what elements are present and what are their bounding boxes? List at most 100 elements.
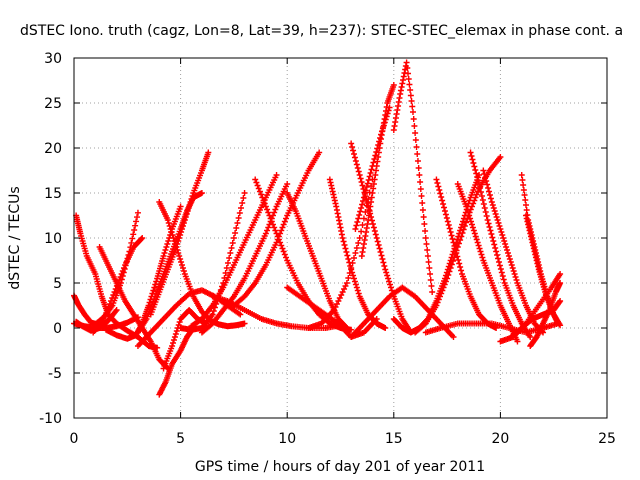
- data-point: [495, 220, 502, 226]
- data-point: [356, 235, 363, 241]
- data-point: [414, 158, 421, 164]
- data-point: [278, 242, 285, 249]
- data-point: [449, 236, 456, 242]
- data-point: [412, 137, 419, 143]
- data-point: [405, 70, 412, 77]
- data-point: [273, 172, 280, 178]
- data-point: [268, 218, 275, 225]
- data-point: [495, 255, 502, 262]
- data-point: [271, 209, 278, 216]
- data-point: [363, 229, 370, 235]
- data-point: [471, 197, 478, 204]
- data-point: [456, 260, 463, 267]
- data-point: [405, 76, 412, 82]
- data-point: [328, 182, 335, 189]
- data-point: [557, 271, 564, 277]
- data-point: [177, 232, 184, 238]
- data-point: [254, 182, 261, 189]
- y-tick-label: -5: [48, 366, 62, 382]
- data-point: [179, 262, 186, 268]
- data-point: [328, 185, 335, 192]
- data-point: [330, 191, 337, 198]
- data-point: [126, 248, 133, 255]
- data-point: [130, 231, 137, 238]
- data-point: [498, 269, 505, 276]
- data-point: [440, 201, 447, 207]
- data-point: [253, 179, 260, 186]
- data-series: [352, 104, 393, 232]
- data-point: [422, 228, 429, 234]
- y-axis-label: dSTEC / TECUs: [7, 186, 23, 289]
- data-point: [481, 205, 488, 211]
- data-point: [374, 145, 381, 152]
- data-point: [444, 218, 451, 225]
- data-point: [428, 283, 435, 289]
- data-series: [188, 172, 280, 330]
- data-point: [421, 221, 428, 227]
- data-point: [364, 180, 371, 187]
- data-point: [171, 334, 178, 340]
- data-point: [166, 223, 173, 229]
- data-point: [355, 168, 362, 175]
- data-point: [185, 205, 192, 211]
- data-series: [156, 325, 197, 398]
- data-point: [336, 217, 343, 224]
- data-point: [173, 244, 180, 250]
- data-point: [349, 269, 356, 276]
- data-point: [385, 275, 392, 282]
- data-point: [397, 87, 404, 94]
- data-point: [178, 229, 185, 235]
- data-point: [499, 232, 506, 238]
- data-point: [446, 225, 453, 232]
- data-point: [497, 266, 504, 272]
- chart-title: dSTEC Iono. truth (cagz, Lon=8, Lat=39, …: [20, 23, 623, 39]
- data-point: [424, 247, 431, 253]
- data-point: [492, 245, 499, 251]
- data-point: [169, 343, 176, 349]
- data-series: [390, 172, 483, 336]
- data-point: [473, 236, 480, 243]
- data-point: [506, 256, 513, 262]
- data-point: [391, 123, 398, 129]
- data-point: [473, 191, 480, 198]
- x-tick-label: 25: [598, 431, 616, 447]
- data-point: [234, 220, 241, 226]
- data-point: [128, 239, 135, 246]
- data-point: [380, 122, 387, 129]
- data-point: [356, 212, 363, 218]
- data-point: [478, 193, 485, 199]
- data-point: [384, 272, 391, 279]
- y-tick-label: -10: [39, 411, 62, 427]
- data-point: [264, 227, 271, 234]
- data-point: [165, 238, 172, 244]
- data-point: [520, 187, 527, 193]
- data-point: [112, 308, 119, 315]
- data-point: [173, 328, 180, 334]
- data-point: [417, 186, 424, 192]
- data-point: [484, 181, 491, 188]
- data-point: [363, 184, 370, 190]
- x-tick-label: 20: [491, 431, 509, 447]
- data-point: [419, 207, 426, 213]
- data-point: [504, 250, 511, 256]
- data-point: [445, 272, 452, 278]
- data-point: [353, 245, 360, 251]
- data-point: [373, 149, 380, 155]
- data-point: [416, 172, 423, 178]
- data-point: [448, 261, 455, 268]
- data-point: [472, 167, 479, 173]
- data-point: [265, 209, 272, 216]
- data-point: [371, 228, 378, 234]
- data-point: [359, 249, 366, 255]
- data-point: [357, 208, 364, 215]
- data-point: [354, 165, 361, 171]
- data-point: [479, 254, 486, 261]
- data-point: [138, 236, 145, 242]
- data-point: [458, 233, 465, 240]
- data-point: [180, 220, 187, 226]
- data-point: [348, 266, 355, 273]
- data-point: [351, 154, 358, 161]
- data-point: [532, 251, 539, 258]
- data-point: [181, 217, 188, 223]
